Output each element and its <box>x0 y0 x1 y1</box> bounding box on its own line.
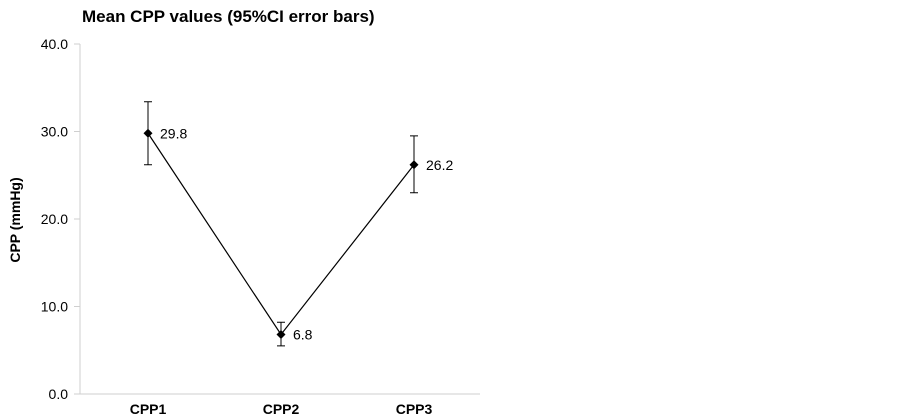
chart-title: Mean CPP values (95%CI error bars) <box>82 7 375 26</box>
series-line <box>147 132 415 336</box>
y-tick-label: 30.0 <box>41 124 68 140</box>
x-tick-label: CPP2 <box>263 401 300 417</box>
data-point-marker <box>276 330 286 339</box>
data-label: 26.2 <box>426 157 453 173</box>
y-tick-label: 10.0 <box>41 299 68 315</box>
data-label: 29.8 <box>160 125 187 141</box>
x-tick-label: CPP3 <box>396 401 433 417</box>
y-tick-label: 20.0 <box>41 211 68 227</box>
y-tick-label: 40.0 <box>41 36 68 52</box>
y-axis-label: CPP (mmHg) <box>7 177 23 262</box>
x-tick-label: CPP1 <box>130 401 167 417</box>
y-tick-label: 0.0 <box>49 386 69 402</box>
series-cpp: 29.8 6.8 26.2 <box>143 101 453 347</box>
data-point-marker <box>409 160 419 170</box>
y-ticks: 0.0 10.0 20.0 30.0 40.0 <box>41 36 80 402</box>
data-label: 6.8 <box>293 327 313 343</box>
x-ticks: CPP1 CPP2 CPP3 <box>130 401 433 417</box>
data-point-marker <box>143 128 153 138</box>
